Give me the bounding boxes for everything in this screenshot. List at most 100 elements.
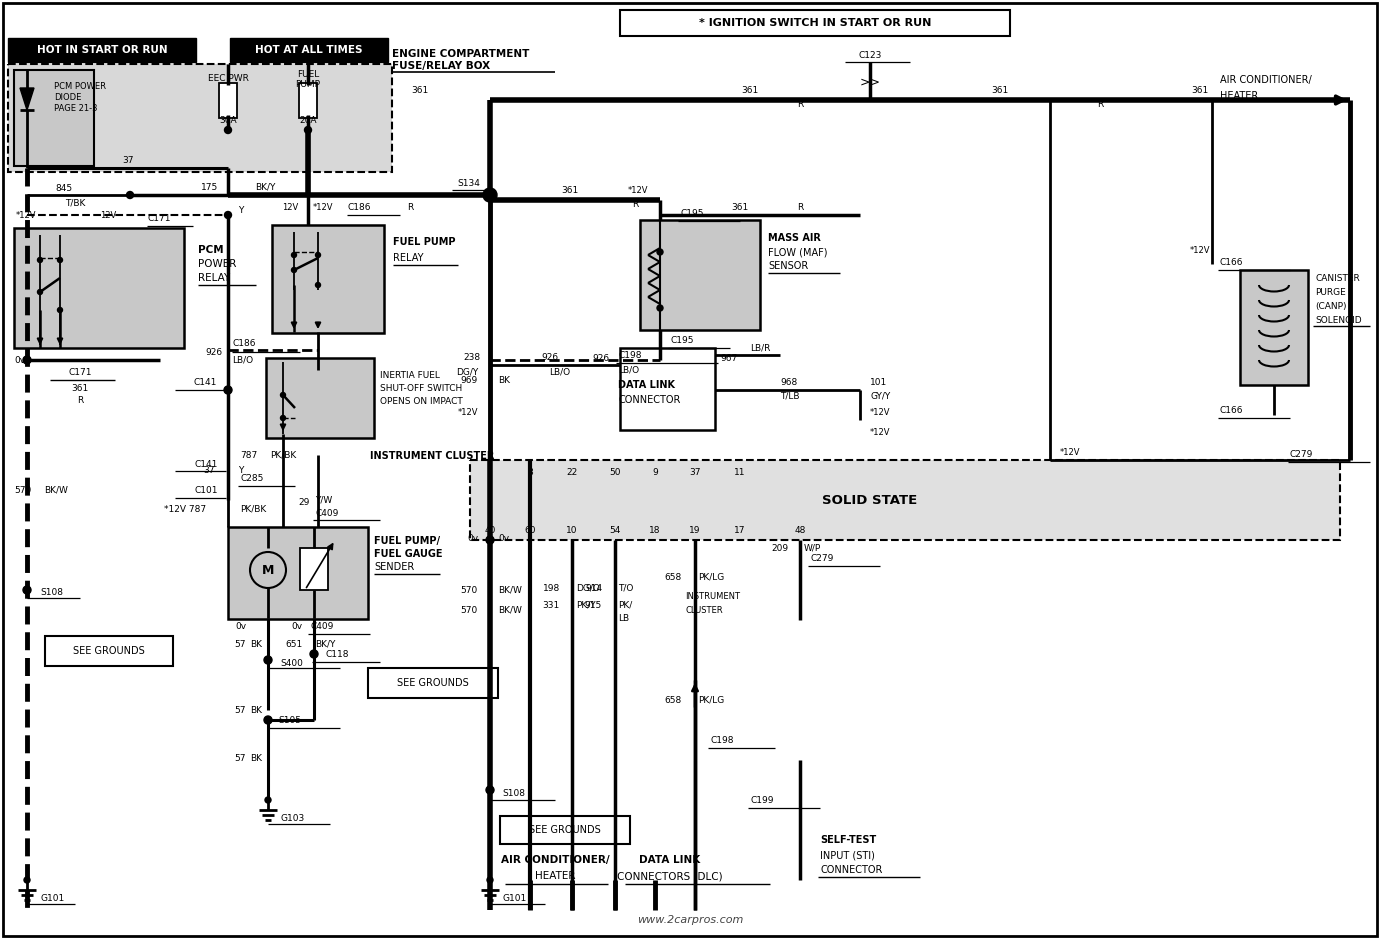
Text: C118: C118 (326, 650, 349, 658)
Circle shape (280, 415, 286, 421)
Bar (471, 460, 1340, 540)
Text: 787: 787 (240, 451, 257, 459)
Text: CONNECTORS (DLC): CONNECTORS (DLC) (617, 871, 723, 881)
Text: 967: 967 (720, 353, 737, 362)
Circle shape (250, 552, 286, 588)
Text: 40: 40 (484, 526, 495, 534)
Text: PK/: PK/ (618, 601, 632, 609)
Text: INPUT (STI): INPUT (STI) (820, 850, 875, 860)
Text: AIR CONDITIONER/: AIR CONDITIONER/ (501, 855, 610, 865)
Text: Y/W: Y/W (315, 496, 333, 504)
Text: FLOW (MAF): FLOW (MAF) (769, 247, 828, 257)
Text: *12V: *12V (1060, 448, 1081, 456)
Text: HEATER: HEATER (535, 871, 575, 881)
Text: BK/W: BK/W (44, 485, 68, 495)
Text: 11: 11 (734, 468, 745, 476)
Text: * IGNITION SWITCH IN START OR RUN: * IGNITION SWITCH IN START OR RUN (698, 18, 932, 28)
Text: 175: 175 (201, 182, 218, 192)
Text: BK/Y: BK/Y (315, 639, 335, 649)
Text: S108: S108 (40, 588, 63, 596)
Text: BK/W: BK/W (498, 606, 522, 614)
Text: C409: C409 (315, 509, 338, 517)
Circle shape (291, 253, 297, 257)
Circle shape (486, 536, 494, 544)
Bar (46, 636, 172, 666)
Text: T/BK: T/BK (65, 198, 86, 208)
Bar (8, 64, 392, 172)
Text: G101: G101 (40, 894, 65, 902)
Text: 361: 361 (72, 383, 88, 393)
Circle shape (23, 356, 30, 364)
Bar (299, 548, 328, 590)
Text: 570: 570 (14, 485, 32, 495)
Text: 57: 57 (235, 705, 246, 715)
Text: 926: 926 (541, 352, 559, 362)
Text: C195: C195 (671, 335, 694, 345)
Text: 101: 101 (869, 377, 887, 387)
Text: 915: 915 (585, 601, 602, 609)
Text: C195: C195 (680, 208, 704, 218)
Text: SENDER: SENDER (374, 562, 414, 572)
Text: ENGINE COMPARTMENT: ENGINE COMPARTMENT (392, 49, 530, 59)
Circle shape (23, 586, 30, 594)
Text: T/O: T/O (618, 583, 633, 593)
Circle shape (23, 877, 30, 883)
Text: C141: C141 (195, 459, 218, 469)
Text: 0v: 0v (14, 356, 25, 364)
Text: 651: 651 (286, 639, 304, 649)
Circle shape (37, 257, 43, 263)
Bar (14, 70, 94, 166)
Text: CONNECTOR: CONNECTOR (618, 395, 680, 405)
Text: 969: 969 (461, 376, 477, 384)
Text: S105: S105 (277, 716, 301, 725)
Text: 361: 361 (562, 186, 578, 194)
Text: 22: 22 (566, 468, 578, 476)
Circle shape (127, 192, 134, 198)
Text: 238: 238 (462, 352, 480, 362)
Text: 9: 9 (653, 468, 658, 476)
Text: 331: 331 (542, 601, 560, 609)
Bar (14, 228, 184, 348)
Text: 12V: 12V (282, 203, 298, 211)
Circle shape (316, 283, 320, 287)
Text: SEE GROUNDS: SEE GROUNDS (529, 825, 600, 835)
Text: 60: 60 (524, 526, 535, 534)
Text: LB/O: LB/O (549, 367, 570, 377)
Text: G101: G101 (502, 894, 526, 902)
Circle shape (316, 253, 320, 257)
Text: *12V: *12V (1190, 245, 1210, 254)
Text: 0v: 0v (235, 622, 246, 630)
Text: *12V: *12V (869, 408, 890, 417)
Bar (620, 348, 715, 430)
Text: SELF-TEST: SELF-TEST (820, 835, 876, 845)
Text: C285: C285 (240, 473, 264, 483)
Text: SEE GROUNDS: SEE GROUNDS (397, 678, 469, 688)
Text: POWER: POWER (197, 259, 236, 269)
Bar (299, 83, 317, 118)
Circle shape (225, 127, 232, 133)
Text: 845: 845 (55, 183, 72, 192)
Text: C409: C409 (310, 622, 334, 630)
Bar (230, 38, 388, 62)
Text: 0v: 0v (291, 622, 302, 630)
Bar (640, 220, 760, 330)
Text: 658: 658 (665, 696, 682, 704)
Text: INSTRUMENT: INSTRUMENT (684, 592, 740, 601)
Text: 29: 29 (298, 498, 310, 506)
Text: 1: 1 (487, 468, 493, 476)
Text: PCM POWER: PCM POWER (54, 82, 106, 90)
Circle shape (487, 877, 493, 883)
Text: 0v: 0v (498, 533, 509, 543)
Text: 8: 8 (527, 468, 533, 476)
Text: R: R (796, 100, 803, 109)
Text: 361: 361 (731, 203, 748, 211)
Circle shape (58, 257, 62, 263)
Circle shape (657, 249, 662, 255)
Text: DIODE: DIODE (54, 93, 81, 101)
Text: SHUT-OFF SWITCH: SHUT-OFF SWITCH (380, 383, 462, 393)
Text: FUEL PUMP/: FUEL PUMP/ (374, 536, 440, 546)
Text: BK: BK (250, 705, 262, 715)
Text: 18: 18 (649, 526, 661, 534)
Text: Y: Y (237, 466, 243, 474)
Text: SOLENOID: SOLENOID (1315, 316, 1362, 325)
